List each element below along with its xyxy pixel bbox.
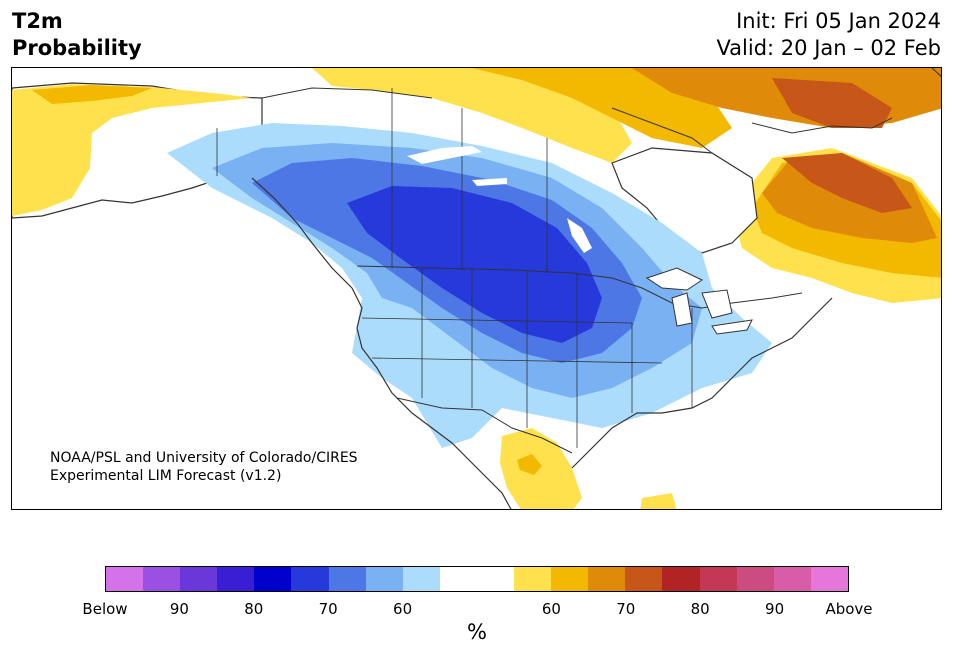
colorbar-swatch [662,567,700,591]
colorbar-swatch [551,567,589,591]
hudson-bay [611,147,758,254]
colorbar-swatch [736,567,774,591]
colorbar-tick-label: 60 [541,600,561,618]
credit-line-2: Experimental LIM Forecast (v1.2) [50,468,282,484]
valid-range: Valid: 20 Jan – 02 Feb [716,36,941,60]
credit-line-1: NOAA/PSL and University of Colorado/CIRE… [50,450,358,466]
colorbar-swatch [439,567,477,591]
colorbar-unit: % [467,620,487,644]
colorbar-swatch [143,567,181,591]
colorbar-tick-label: Below [82,600,128,618]
forecast-dates: Init: Fri 05 Jan 2024 Valid: 20 Jan – 02… [716,8,941,62]
credit-text: NOAA/PSL and University of Colorado/CIRE… [50,449,358,485]
colorbar-tick-label: 80 [690,600,710,618]
map-canvas [12,68,941,509]
coastline-west [251,177,512,509]
arctic-outlines [261,68,941,154]
title-type: Probability [12,36,142,60]
great-lakes [645,267,753,335]
colorbar-swatch [254,567,292,591]
colorbar-swatch [699,567,737,591]
colorbar-tick-label: 70 [318,600,338,618]
map-title: T2m Probability [12,8,142,62]
colorbar-tick-label: Above [825,600,873,618]
region-arctic-darkorange [772,78,892,128]
colorbar-tick-label: 60 [393,600,413,618]
colorbar-swatch [810,567,848,591]
colorbar-tick-label: 70 [616,600,636,618]
region-quebec-darkorange [782,153,912,213]
colorbar-swatch [365,567,403,591]
colorbar-swatch [476,567,515,591]
region-mexico-gold [517,454,542,475]
colorbar-swatch [402,567,440,591]
region-alaska-above [12,84,252,216]
probability-map: NOAA/PSL and University of Colorado/CIRE… [11,67,942,510]
colorbar-swatch [291,567,329,591]
colorbar-swatch [180,567,218,591]
coastline-gulf [571,297,833,469]
colorbar-swatch [625,567,663,591]
border-canada-us [356,265,803,309]
colorbar-swatch [514,567,552,591]
init-date: Init: Fri 05 Jan 2024 [736,9,941,33]
canadian-lakes [407,146,592,253]
region-alaska-gold [32,85,152,104]
colorbar-swatch [773,567,811,591]
colorbar-swatch [217,567,255,591]
region-yucatan-yellow [640,493,677,509]
colorbar-swatch [328,567,366,591]
colorbar-tick-label: 80 [244,600,264,618]
colorbar-tick-label: 90 [765,600,785,618]
admin-borders [216,88,693,448]
colorbar-tick-label: 90 [169,600,189,618]
region-mexico-yellow [500,428,582,509]
border-us-mexico [396,397,573,454]
probability-colorbar [105,566,849,592]
region-blue-dark [347,186,602,343]
colorbar-swatch [106,567,144,591]
colorbar-swatch [588,567,626,591]
title-variable: T2m [12,9,63,33]
